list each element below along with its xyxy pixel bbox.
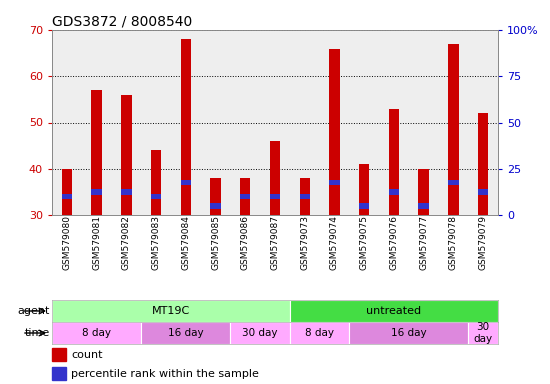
Text: GSM579081: GSM579081 [92, 215, 101, 270]
Bar [419, 169, 429, 215]
Text: GSM579087: GSM579087 [271, 215, 279, 270]
Text: GSM579075: GSM579075 [360, 215, 368, 270]
Bar [62, 169, 72, 215]
Bar [349, 322, 468, 344]
Bar [329, 48, 340, 215]
Bar [329, 180, 340, 185]
Bar [359, 164, 370, 215]
Text: GSM579074: GSM579074 [330, 215, 339, 270]
Text: GSM579077: GSM579077 [419, 215, 428, 270]
Text: GSM579078: GSM579078 [449, 215, 458, 270]
Bar [151, 150, 161, 215]
Text: GSM579086: GSM579086 [241, 215, 250, 270]
Text: agent: agent [18, 306, 50, 316]
Bar [121, 95, 131, 215]
Text: 30 day: 30 day [243, 328, 278, 338]
Bar [91, 189, 102, 195]
Bar [91, 90, 102, 215]
Bar [180, 180, 191, 185]
Bar [52, 367, 66, 380]
Bar [300, 194, 310, 199]
Text: GSM579082: GSM579082 [122, 215, 131, 270]
Bar [230, 322, 290, 344]
Text: 8 day: 8 day [305, 328, 334, 338]
Text: GSM579085: GSM579085 [211, 215, 220, 270]
Text: 8 day: 8 day [82, 328, 111, 338]
Text: time: time [25, 328, 50, 338]
Bar [240, 178, 250, 215]
Bar [478, 189, 488, 195]
Bar [389, 109, 399, 215]
Text: GSM579084: GSM579084 [182, 215, 190, 270]
Text: GSM579076: GSM579076 [389, 215, 398, 270]
Bar [52, 322, 141, 344]
Bar [468, 322, 498, 344]
Bar [210, 203, 221, 209]
Bar [290, 300, 498, 322]
Bar [448, 44, 459, 215]
Text: untreated: untreated [366, 306, 421, 316]
Text: percentile rank within the sample: percentile rank within the sample [72, 369, 259, 379]
Text: 16 day: 16 day [168, 328, 204, 338]
Bar [419, 203, 429, 209]
Bar [62, 194, 72, 199]
Text: GSM579080: GSM579080 [62, 215, 72, 270]
Text: GSM579083: GSM579083 [152, 215, 161, 270]
Bar [180, 39, 191, 215]
Bar [52, 348, 66, 361]
Text: MT19C: MT19C [152, 306, 190, 316]
Bar [290, 322, 349, 344]
Bar [121, 189, 131, 195]
Bar [240, 194, 250, 199]
Bar [270, 141, 280, 215]
Bar [270, 194, 280, 199]
Text: GSM579073: GSM579073 [300, 215, 309, 270]
Bar [300, 178, 310, 215]
Text: 16 day: 16 day [391, 328, 427, 338]
Bar [141, 322, 230, 344]
Bar [52, 300, 290, 322]
Bar [151, 194, 161, 199]
Bar [478, 113, 488, 215]
Text: count: count [72, 350, 103, 360]
Text: 30
day: 30 day [474, 322, 493, 344]
Bar [359, 203, 370, 209]
Text: GSM579079: GSM579079 [478, 215, 488, 270]
Bar [448, 180, 459, 185]
Bar [210, 178, 221, 215]
Text: GDS3872 / 8008540: GDS3872 / 8008540 [52, 14, 192, 28]
Bar [389, 189, 399, 195]
